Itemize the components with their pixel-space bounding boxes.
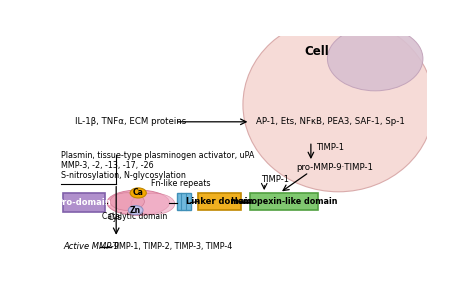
Text: Ca: Ca <box>133 188 144 198</box>
FancyBboxPatch shape <box>177 193 191 210</box>
Text: Cys: Cys <box>107 212 121 221</box>
Text: Pro-domain: Pro-domain <box>57 198 111 207</box>
Ellipse shape <box>131 193 175 215</box>
Text: Linker domain: Linker domain <box>186 197 254 206</box>
FancyBboxPatch shape <box>63 193 105 212</box>
Text: Fn-like repeats: Fn-like repeats <box>151 179 210 188</box>
Ellipse shape <box>328 27 423 91</box>
FancyBboxPatch shape <box>250 193 318 210</box>
Text: AP-1, Ets, NFκB, PEA3, SAF-1, Sp-1: AP-1, Ets, NFκB, PEA3, SAF-1, Sp-1 <box>256 117 405 126</box>
FancyBboxPatch shape <box>198 193 241 210</box>
Text: S-nitrosylation, N-glycosylation: S-nitrosylation, N-glycosylation <box>61 171 186 180</box>
Text: Active MMP-9: Active MMP-9 <box>64 242 120 252</box>
Ellipse shape <box>107 190 170 215</box>
Circle shape <box>128 206 143 215</box>
Text: Plasmin, tissue-type plasminogen activator, uPA: Plasmin, tissue-type plasminogen activat… <box>61 150 255 160</box>
Circle shape <box>130 188 146 198</box>
Text: IL-1β, TNFα, ECM proteins: IL-1β, TNFα, ECM proteins <box>75 117 186 126</box>
Text: Cell: Cell <box>304 45 329 58</box>
Text: TIMP-1: TIMP-1 <box>316 142 345 152</box>
Ellipse shape <box>243 17 434 192</box>
Ellipse shape <box>110 193 145 210</box>
Text: MMP-3, -2, -13, -17, -26: MMP-3, -2, -13, -17, -26 <box>61 161 154 170</box>
Text: TIMP-1: TIMP-1 <box>261 175 289 184</box>
Text: Catalytic domain: Catalytic domain <box>102 212 167 221</box>
Text: TIMP-1, TIMP-2, TIMP-3, TIMP-4: TIMP-1, TIMP-2, TIMP-3, TIMP-4 <box>112 242 233 252</box>
Text: Hemopexin-like domain: Hemopexin-like domain <box>231 197 337 206</box>
Text: pro-MMP-9·TIMP-1: pro-MMP-9·TIMP-1 <box>296 163 373 172</box>
Text: Zn: Zn <box>130 206 141 215</box>
